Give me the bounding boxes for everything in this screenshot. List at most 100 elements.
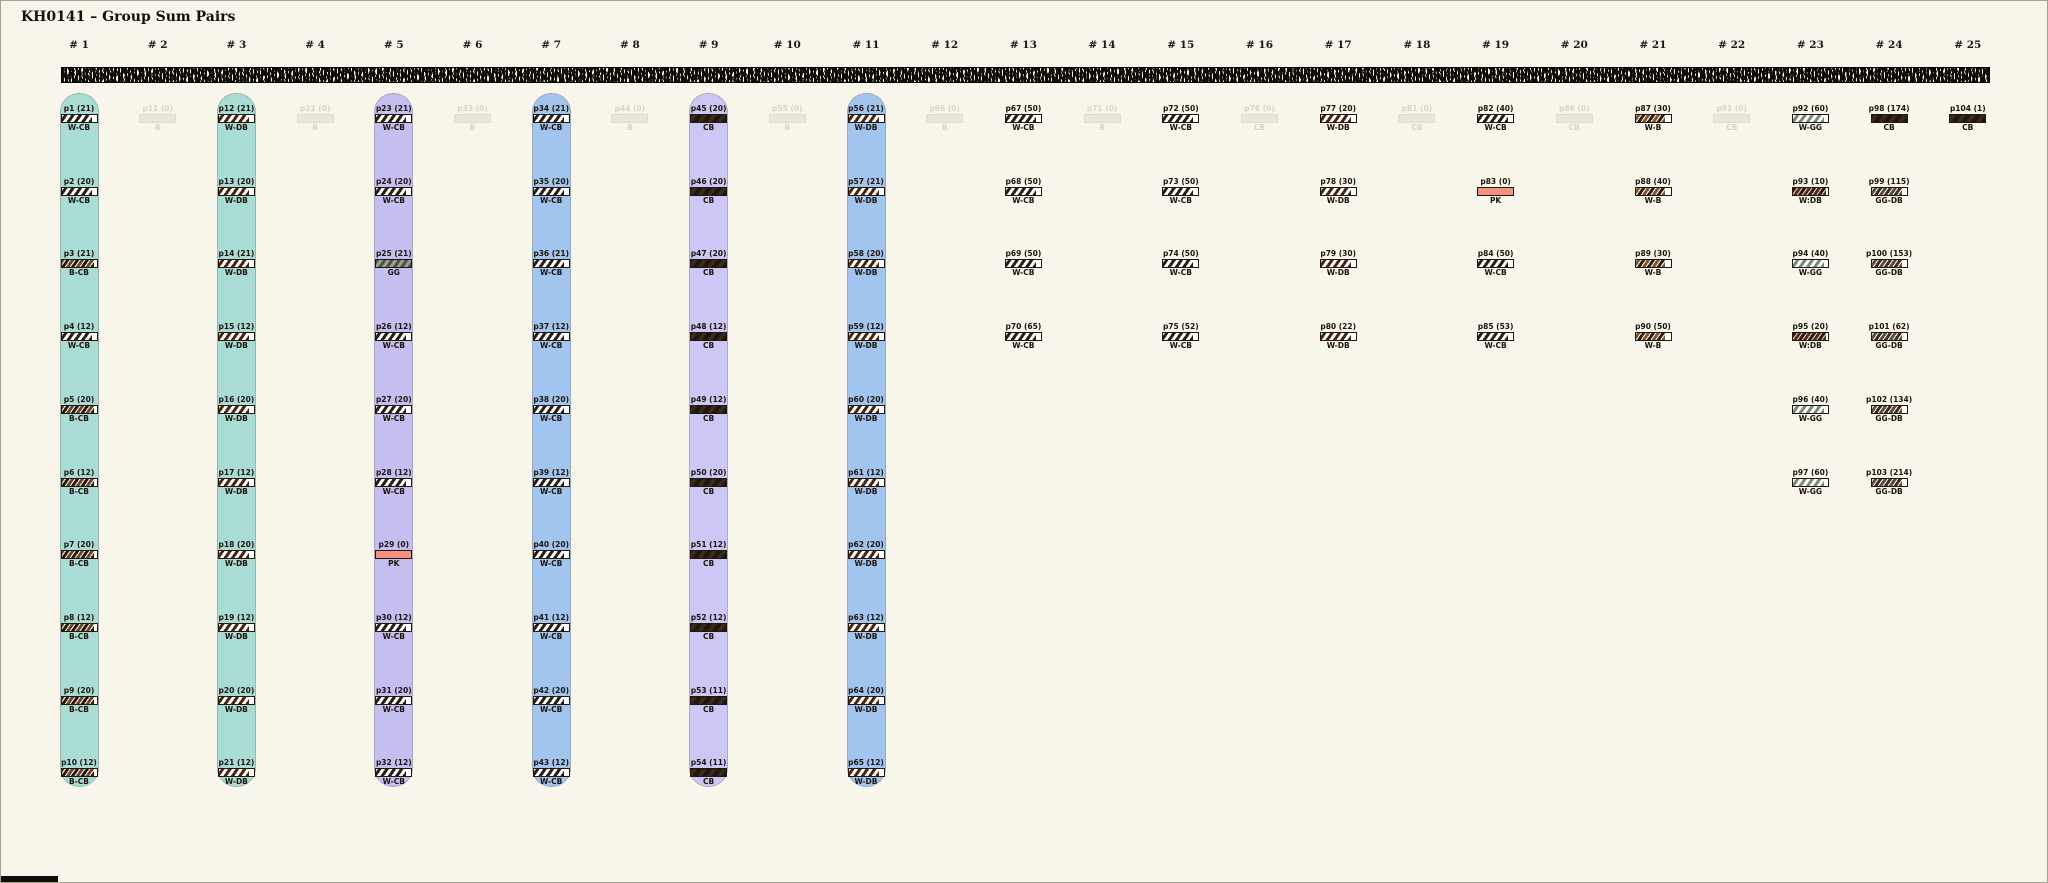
pair-code-p71: B <box>1099 123 1105 132</box>
pair-code-p49: CB <box>702 413 715 423</box>
pair-item-p66: p66 (0) B <box>913 104 977 133</box>
column-header-22: # 22 <box>1718 39 1746 51</box>
pair-item-p67: p67 (50) W-CB <box>991 104 1055 133</box>
pair-item-p38: p38 (20) W-CB <box>519 395 583 424</box>
pair-item-p80: p80 (22) W-DB <box>1306 322 1370 351</box>
pair-label-p101: p101 (62) <box>1868 322 1910 332</box>
pair-item-p64: p64 (20) W-DB <box>834 686 898 715</box>
pair-item-p55: p55 (0) B <box>755 104 819 133</box>
pair-label-p29: p29 (0) <box>378 540 410 550</box>
pair-bar-p7 <box>60 550 98 560</box>
pair-bar-p59 <box>847 332 885 342</box>
pair-label-p96: p96 (40) <box>1792 394 1829 404</box>
pair-label-p35: p35 (20) <box>533 176 570 186</box>
pair-item-p83: p83 (0) PK <box>1464 177 1528 206</box>
pair-code-p70: W-CB <box>1012 341 1035 351</box>
pair-label-p53: p53 (11) <box>690 685 727 695</box>
pair-code-p5: B-CB <box>68 413 90 423</box>
pair-bar-p83 <box>1477 186 1515 196</box>
pair-code-p69: W-CB <box>1012 268 1035 278</box>
pair-bar-p20 <box>217 695 255 705</box>
group-pill-5 <box>374 93 414 787</box>
pair-label-p95: p95 (20) <box>1792 322 1829 332</box>
pair-label-p83: p83 (0) <box>1480 176 1511 186</box>
pair-bar-p96 <box>1791 404 1829 414</box>
pair-label-p48: p48 (12) <box>690 322 727 332</box>
pair-bar-p72 <box>1162 114 1200 123</box>
pair-bar-p15 <box>217 332 255 342</box>
pair-item-p57: p57 (21) W-DB <box>834 177 898 206</box>
pair-item-p103: p103 (214) GG-DB <box>1857 468 1921 497</box>
pair-bar-p49 <box>690 404 728 414</box>
pair-code-p61: W-DB <box>854 486 878 496</box>
pair-label-p9: p9 (20) <box>63 685 95 695</box>
pair-label-p26: p26 (12) <box>375 322 412 332</box>
pair-bar-p103 <box>1870 477 1908 487</box>
pair-item-p20: p20 (20) W-DB <box>204 686 268 715</box>
pair-item-p6: p6 (12) B-CB <box>47 468 111 497</box>
pair-bar-p90 <box>1634 332 1672 342</box>
pair-bar-p91 <box>1713 114 1751 123</box>
pair-bar-p8 <box>60 622 98 632</box>
pair-bar-p61 <box>847 477 885 487</box>
pair-code-p54: CB <box>702 777 715 787</box>
pair-bar-p41 <box>532 622 570 632</box>
pair-item-p69: p69 (50) W-CB <box>991 249 1055 278</box>
pair-label-p70: p70 (65) <box>1005 322 1042 332</box>
pair-item-p8: p8 (12) B-CB <box>47 613 111 642</box>
pair-item-p97: p97 (60) W-GG <box>1778 468 1842 497</box>
pair-label-p43: p43 (12) <box>533 758 570 768</box>
pair-bar-p67 <box>1004 114 1042 123</box>
pair-code-p91: CB <box>1726 123 1738 132</box>
pair-label-p54: p54 (11) <box>690 758 727 768</box>
pair-label-p7: p7 (20) <box>63 540 95 550</box>
pair-bar-p3 <box>60 259 98 269</box>
pair-code-p26: W-CB <box>382 341 405 351</box>
pair-code-p85: W-CB <box>1484 341 1507 351</box>
pair-item-p94: p94 (40) W-GG <box>1778 249 1842 278</box>
pair-item-p24: p24 (20) W-CB <box>362 177 426 206</box>
column-header-9: # 9 <box>698 39 719 51</box>
pair-code-p52: CB <box>702 631 715 641</box>
pair-code-p60: W-DB <box>854 413 878 423</box>
pair-label-p98: p98 (174) <box>1868 104 1910 113</box>
column-header-3: # 3 <box>226 39 247 51</box>
pair-code-p55: B <box>784 123 791 132</box>
pair-item-p25: p25 (21) GG <box>362 249 426 278</box>
group-pill-1 <box>59 93 99 787</box>
pair-bar-p32 <box>375 768 413 778</box>
pair-code-p10: B-CB <box>68 777 90 787</box>
pair-item-p96: p96 (40) W-GG <box>1778 395 1842 424</box>
pair-bar-p40 <box>532 550 570 560</box>
column-header-11: # 11 <box>852 39 880 51</box>
pair-code-p1: W-CB <box>67 123 91 132</box>
pair-label-p14: p14 (21) <box>218 249 255 259</box>
pair-item-p9: p9 (20) B-CB <box>47 686 111 715</box>
pair-item-p52: p52 (12) CB <box>677 613 741 642</box>
pair-code-p17: W-DB <box>224 486 248 496</box>
pair-code-p35: W-CB <box>540 195 563 205</box>
pair-code-p12: W-DB <box>224 123 248 132</box>
pair-bar-p44 <box>611 114 649 123</box>
pair-code-p25: GG <box>387 268 400 278</box>
pair-item-p18: p18 (20) W-DB <box>204 540 268 569</box>
pair-code-p78: W-DB <box>1326 195 1350 205</box>
pair-bar-p104 <box>1949 114 1987 123</box>
pair-item-p56: p56 (21) W-DB <box>834 104 898 133</box>
pair-code-p8: B-CB <box>68 631 90 641</box>
pair-item-p14: p14 (21) W-DB <box>204 249 268 278</box>
pair-label-p13: p13 (20) <box>218 176 255 186</box>
pair-bar-p74 <box>1162 259 1200 269</box>
pair-item-p87: p87 (30) W-B <box>1621 104 1685 133</box>
pair-code-p68: W-CB <box>1012 195 1035 205</box>
pair-code-p96: W-GG <box>1798 413 1823 423</box>
column-header-18: # 18 <box>1403 39 1431 51</box>
pair-label-p82: p82 (40) <box>1477 104 1514 113</box>
pair-label-p37: p37 (12) <box>533 322 570 332</box>
pair-bar-p1 <box>60 114 98 123</box>
column-header-25: # 25 <box>1954 39 1982 51</box>
summary-barcode-strip <box>61 67 1990 83</box>
pair-bar-p93 <box>1791 186 1829 196</box>
pair-code-p65: W-DB <box>854 777 878 787</box>
pair-item-p100: p100 (153) GG-DB <box>1857 249 1921 278</box>
